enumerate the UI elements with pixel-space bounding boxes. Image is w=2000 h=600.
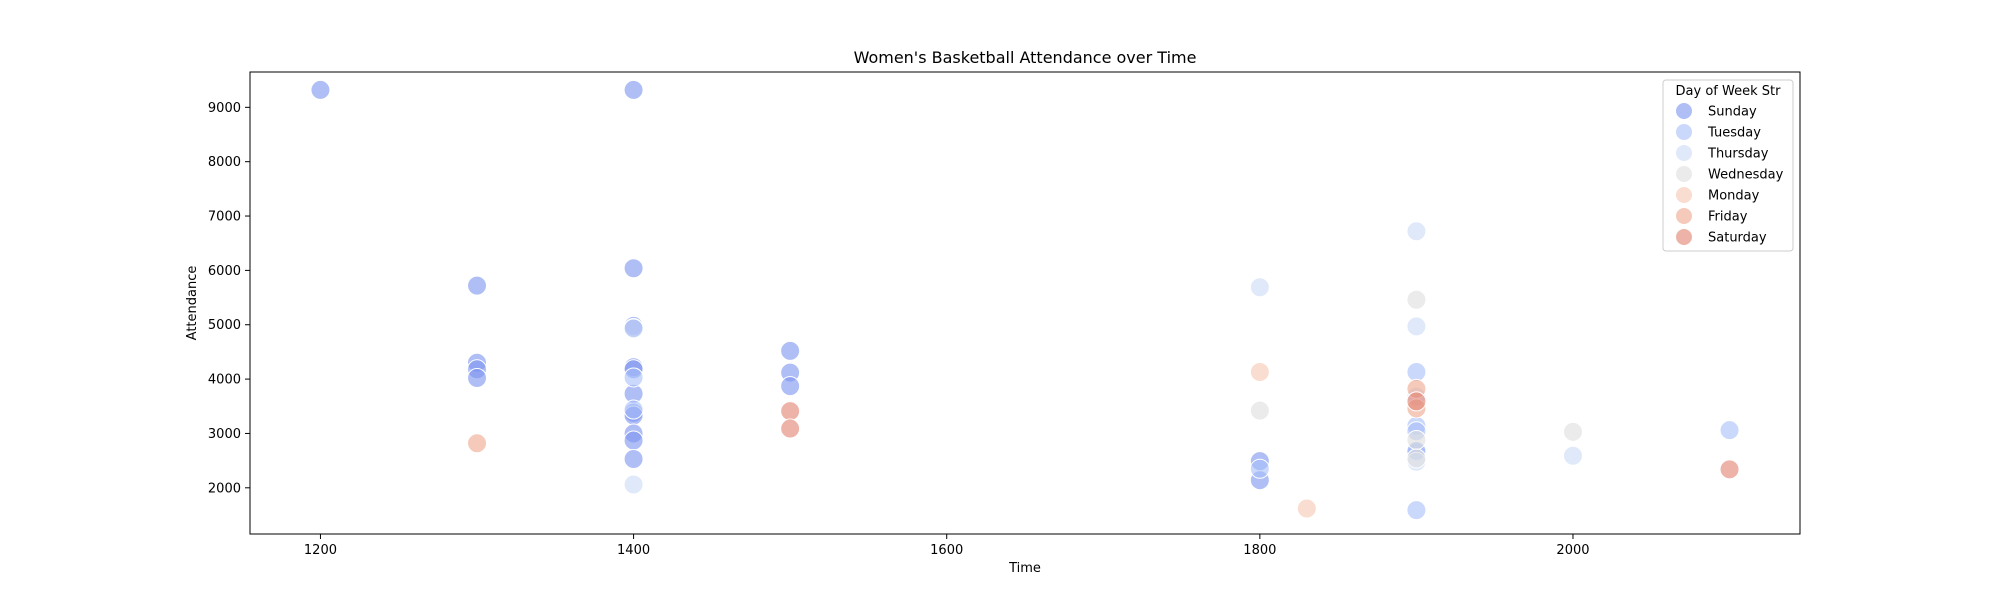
data-point-saturday: [780, 418, 801, 439]
y-tick-label: 3000: [208, 427, 241, 442]
legend-label-saturday: Saturday: [1708, 231, 1767, 246]
legend-marker-saturday: [1675, 228, 1693, 246]
data-point-tuesday: [1249, 458, 1270, 479]
data-point-thursday: [1249, 277, 1270, 298]
data-point-wednesday: [1249, 400, 1270, 421]
legend-label-sunday: Sunday: [1708, 105, 1757, 120]
x-tick-label: 1600: [930, 543, 963, 558]
x-tick-label: 1200: [304, 543, 337, 558]
legend-marker-wednesday: [1675, 165, 1693, 183]
legend-items: Sunday Tuesday Thursday Wednesday Monday Frid…: [1675, 102, 1784, 246]
x-tick-label: 1800: [1243, 543, 1276, 558]
data-point-monday: [1296, 498, 1317, 519]
data-point-saturday: [1719, 459, 1740, 480]
legend: Day of Week Str Sunday Tuesday Thursday Wed…: [1662, 79, 1794, 252]
data-point-wednesday: [1406, 448, 1427, 469]
plot-frame: [249, 71, 1801, 535]
data-point-sunday: [623, 430, 644, 451]
data-point-wednesday: [1562, 421, 1583, 442]
x-axis-label: Time: [1008, 561, 1041, 576]
data-point-tuesday: [1719, 420, 1740, 441]
y-tick-label: 5000: [208, 318, 241, 333]
legend-label-thursday: Thursday: [1707, 147, 1769, 162]
y-tick-label: 9000: [208, 101, 241, 116]
legend-marker-thursday: [1675, 144, 1693, 162]
x-tick-label: 1400: [617, 543, 650, 558]
data-point-wednesday: [1406, 429, 1427, 450]
data-point-saturday: [780, 401, 801, 422]
y-tick-label: 7000: [208, 210, 241, 225]
data-point-sunday: [310, 79, 331, 100]
data-point-sunday: [780, 340, 801, 361]
data-point-thursday: [1406, 316, 1427, 337]
data-point-thursday: [623, 318, 644, 339]
legend-label-monday: Monday: [1708, 189, 1760, 204]
data-point-sunday: [780, 376, 801, 397]
legend-title: Day of Week Str: [1676, 84, 1782, 99]
data-point-thursday: [1562, 445, 1583, 466]
data-point-tuesday: [623, 399, 644, 420]
data-point-sunday: [623, 79, 644, 100]
legend-label-friday: Friday: [1708, 210, 1748, 225]
data-point-saturday: [1406, 391, 1427, 412]
data-point-sunday: [623, 448, 644, 469]
y-axis-label: Attendance: [185, 266, 200, 341]
data-point-sunday: [467, 275, 488, 296]
legend-marker-tuesday: [1675, 123, 1693, 141]
legend-box: [1662, 79, 1794, 252]
legend-marker-sunday: [1675, 102, 1693, 120]
x-tick-label: 2000: [1556, 543, 1589, 558]
y-tick-label: 8000: [208, 155, 241, 170]
y-tick-label: 6000: [208, 264, 241, 279]
data-point-wednesday: [1406, 289, 1427, 310]
data-point-tuesday: [1406, 500, 1427, 521]
legend-marker-friday: [1675, 207, 1693, 225]
x-axis-ticks: 1200 1400 1600 1800 2000: [304, 534, 1590, 558]
y-tick-label: 2000: [208, 481, 241, 496]
data-point-thursday: [1406, 221, 1427, 242]
y-axis-ticks: 2000 3000 4000 5000 6000 7000 8000 9000: [208, 101, 250, 496]
data-point-sunday: [467, 368, 488, 389]
data-points: [310, 79, 1740, 521]
legend-label-wednesday: Wednesday: [1708, 168, 1784, 183]
data-point-thursday: [623, 474, 644, 495]
data-point-tuesday: [623, 367, 644, 388]
chart-title: Women's Basketball Attendance over Time: [854, 48, 1197, 67]
data-point-monday: [1249, 362, 1270, 383]
data-point-sunday: [623, 258, 644, 279]
data-point-friday: [467, 433, 488, 454]
legend-marker-monday: [1675, 186, 1693, 204]
y-tick-label: 4000: [208, 373, 241, 388]
legend-label-tuesday: Tuesday: [1707, 126, 1761, 141]
data-point-tuesday: [1406, 362, 1427, 383]
